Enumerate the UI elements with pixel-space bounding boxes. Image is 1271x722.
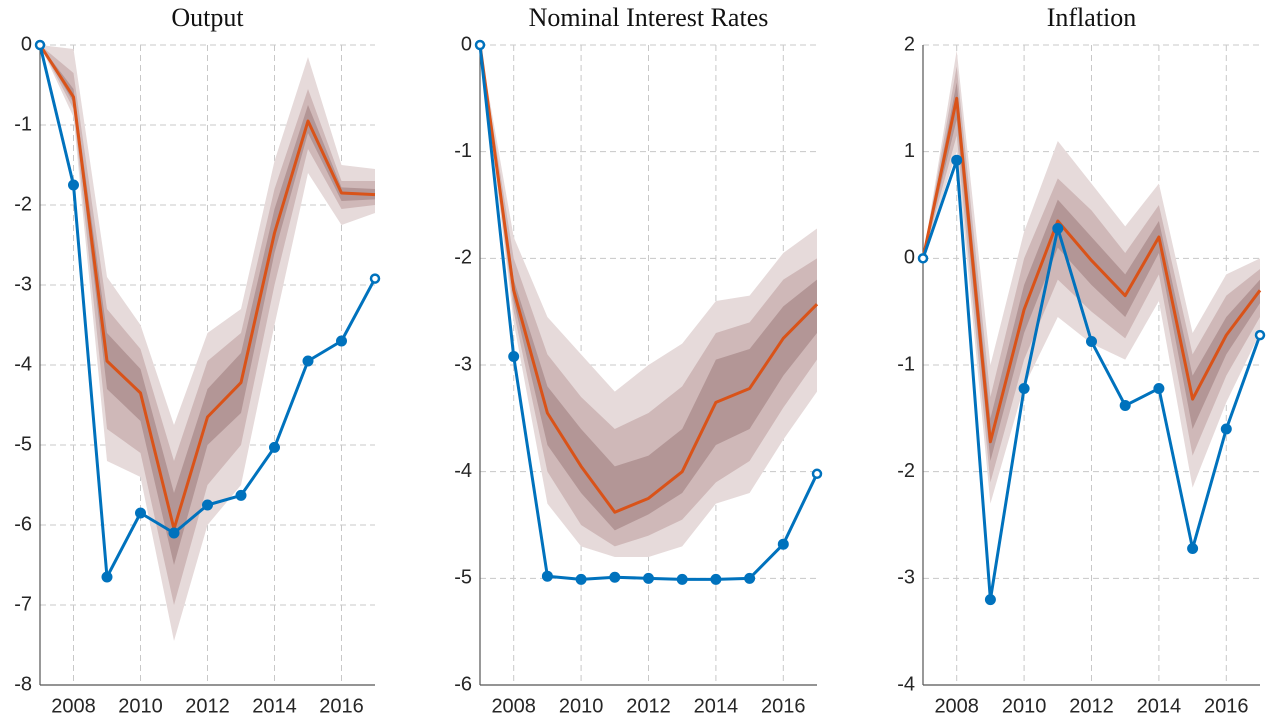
y-tick-label: -3 [897,567,915,589]
x-tick-label: 2014 [1137,695,1182,717]
line [921,96,1262,444]
marker [508,350,520,362]
y-tick-label: -6 [454,673,472,695]
y-tick-label: -5 [14,433,32,455]
panel: Inflation -4 -3 -2 -1 0 1 2 2008 2010 2012 2014 2016 [897,3,1266,717]
marker [917,253,929,264]
marker [777,538,789,550]
marker [676,573,688,585]
band [40,45,375,641]
y-tick-label: 2 [904,33,915,55]
y-tick-label: 1 [904,140,915,162]
line [38,44,376,531]
y-tick-label: -3 [14,273,32,295]
marker [1018,382,1030,394]
marker [1086,336,1097,348]
marker [369,273,381,284]
marker [1153,382,1165,394]
marker [643,572,654,584]
y-tick-label: -6 [14,513,32,535]
marker [34,39,46,51]
marker [68,179,79,191]
y-tick-label: -8 [14,673,32,695]
x-tick-label: 2016 [319,695,364,717]
marker [302,355,314,367]
chart-title: Nominal Interest Rates [529,3,769,32]
y-tick-label: -7 [14,593,32,615]
marker [1052,222,1064,234]
x-tick-label: 2014 [694,695,739,717]
marker [269,441,280,453]
y-tick-label: 0 [904,247,915,269]
x-tick-label: 2008 [491,695,536,717]
x-tick-label: 2012 [1069,695,1114,717]
panel: Output -8 -7 -6 -5 -4 -3 -2 -1 0 2008 2010 2012 2014 2… [14,3,381,717]
x-tick-label: 2008 [934,695,979,717]
marker [1254,329,1266,341]
x-tick-label: 2010 [118,695,163,717]
band [480,45,817,531]
chart-title: Output [171,3,244,32]
x-tick-label: 2012 [185,695,230,717]
x-tick-label: 2016 [1204,695,1249,717]
panel: Nominal Interest Rates -6 -5 -4 -3 -2 -1 0 2008 2… [454,3,823,717]
x-tick-label: 2010 [1002,695,1047,717]
marker [541,570,553,582]
band [923,82,1260,461]
y-tick-label: 0 [461,33,472,55]
marker [101,571,113,583]
line [478,44,819,514]
marker [609,571,621,583]
y-tick-label: -2 [454,247,472,269]
y-tick-label: 0 [21,33,32,55]
x-tick-label: 2016 [761,695,806,717]
marker [135,507,146,519]
x-tick-label: 2012 [626,695,671,717]
x-tick-label: 2014 [252,695,297,717]
y-tick-label: -4 [454,460,472,482]
x-tick-label: 2008 [51,695,96,717]
y-tick-label: -1 [454,140,472,162]
marker [575,573,587,585]
marker [474,39,486,51]
marker [336,335,347,347]
chart-title: Inflation [1047,3,1137,32]
marker [1187,542,1199,554]
marker [984,594,996,606]
y-tick-label: -1 [897,353,915,375]
y-tick-label: -3 [454,353,472,375]
marker [168,527,180,539]
marker [744,572,756,584]
x-tick-label: 2010 [559,695,604,717]
marker [1119,400,1131,412]
y-tick-label: -2 [14,193,32,215]
y-tick-label: -5 [454,567,472,589]
marker [811,468,823,480]
y-tick-label: -4 [897,673,915,695]
marker [710,573,722,585]
marker [1220,423,1232,435]
marker [202,499,213,511]
marker [951,154,963,166]
marker [235,489,247,501]
y-tick-label: -4 [14,353,32,375]
y-tick-label: -2 [897,460,915,482]
y-tick-label: -1 [14,113,32,135]
